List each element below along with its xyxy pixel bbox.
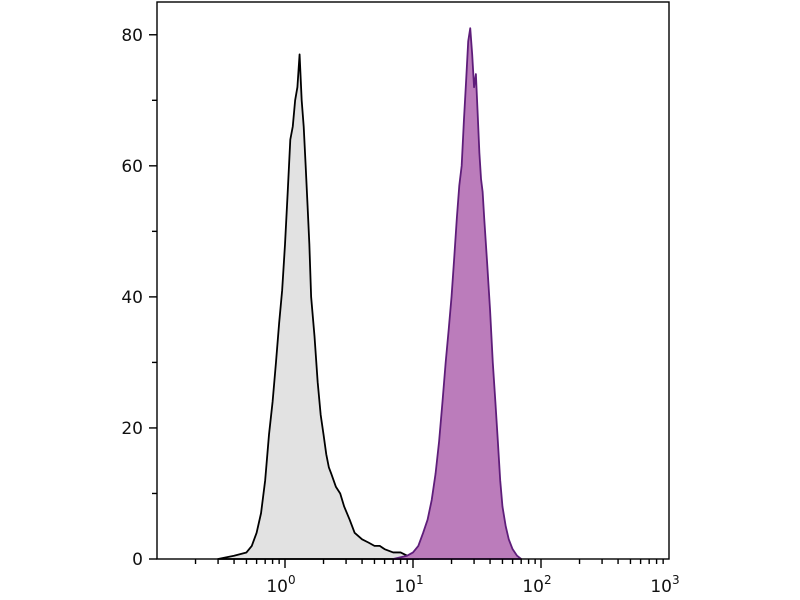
x-tick-label: 103 bbox=[650, 573, 679, 597]
histogram-series-2 bbox=[392, 27, 523, 560]
y-tick-label: 20 bbox=[121, 419, 143, 439]
x-tick-label: 101 bbox=[394, 573, 423, 597]
x-tick-label: 100 bbox=[266, 573, 295, 597]
y-tick-label: 40 bbox=[121, 288, 143, 308]
y-tick-label: 0 bbox=[132, 550, 143, 570]
series-layer bbox=[217, 27, 523, 560]
histogram-series-1 bbox=[217, 53, 420, 560]
x-axis: 100 101 102 103 bbox=[194, 559, 680, 597]
y-tick-label: 80 bbox=[121, 26, 143, 46]
x-tick-label: 102 bbox=[522, 573, 551, 597]
y-axis: 0 20 40 60 80 bbox=[121, 26, 157, 570]
plot-frame bbox=[156, 1, 670, 560]
y-tick-label: 60 bbox=[121, 157, 143, 177]
